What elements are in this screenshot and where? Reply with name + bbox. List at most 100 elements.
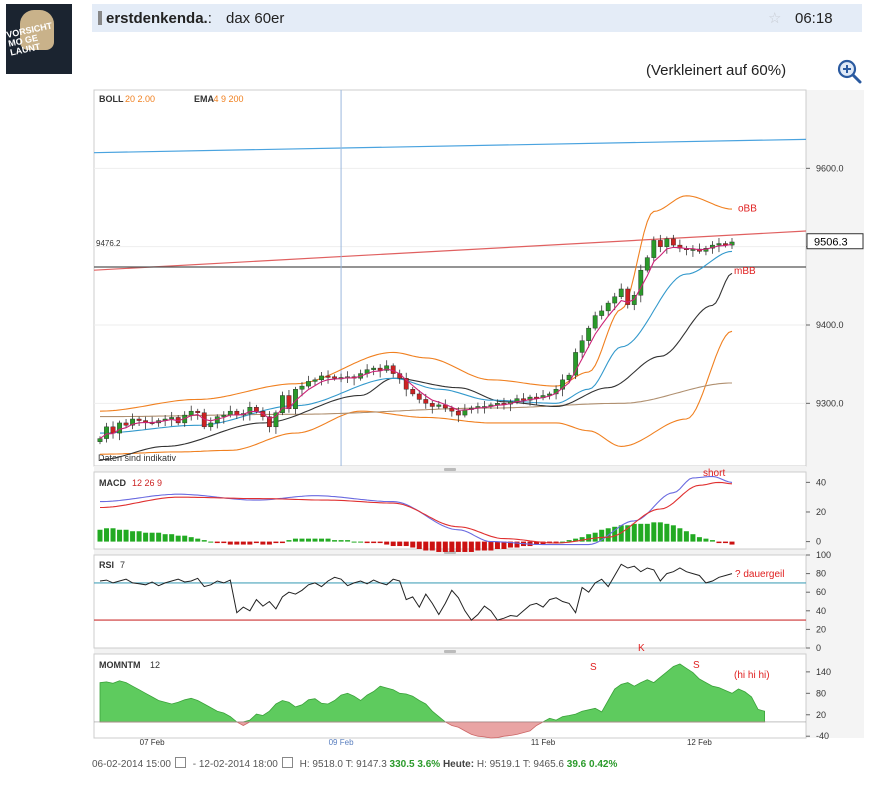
macd-histogram-bar	[299, 538, 305, 542]
stat-today-pct: 0.42%	[589, 759, 618, 770]
annotation-short: short	[703, 468, 725, 479]
macd-histogram-bar	[599, 529, 605, 542]
legend-name: RSI	[99, 560, 114, 570]
macd-histogram-bar	[325, 538, 331, 542]
star-icon[interactable]: ☆	[768, 10, 782, 27]
macd-histogram-bar	[664, 523, 670, 542]
header-marker	[98, 11, 102, 25]
annotation-momentum: (hi hi hi)	[734, 670, 770, 681]
stat-low: T: 9147.3	[345, 759, 387, 770]
candle-body	[384, 365, 390, 371]
candle-body	[136, 418, 142, 421]
macd-histogram-bar	[214, 541, 220, 544]
macd-histogram-bar	[592, 532, 598, 542]
macd-histogram-bar	[534, 541, 540, 545]
macd-histogram-bar	[377, 541, 383, 544]
macd-histogram-bar	[117, 529, 123, 542]
candle-body	[527, 396, 533, 401]
stat-today-label: Heute:	[442, 759, 475, 770]
candle-body	[423, 399, 429, 404]
candle-body	[267, 416, 272, 428]
indicative-note: Daten sind indikativ	[98, 453, 177, 463]
calendar-icon[interactable]	[281, 757, 293, 768]
macd-histogram-bar	[586, 534, 592, 542]
y-tick-label: 20	[816, 624, 826, 634]
y-axis-strip	[806, 90, 864, 738]
annotation-momentum: S	[590, 662, 597, 673]
calendar-icon[interactable]	[174, 757, 186, 768]
candle-body	[449, 407, 455, 412]
candle-body	[455, 410, 461, 416]
date-to[interactable]: 12-02-2014 18:00	[198, 759, 278, 770]
annotation-momentum: K	[638, 643, 645, 654]
y-tick-label: 80	[816, 688, 826, 698]
y-tick-label: 9300.0	[816, 398, 844, 408]
post-header: erstdenkenda.: dax 60er ☆ 06:18	[92, 4, 862, 32]
macd-histogram-bar	[566, 540, 572, 542]
macd-histogram-bar	[651, 522, 657, 542]
macd-histogram-bar	[201, 540, 207, 542]
macd-histogram-bar	[286, 540, 292, 542]
macd-histogram-bar	[573, 538, 579, 542]
macd-histogram-bar	[507, 541, 513, 548]
macd-histogram-bar	[136, 531, 142, 542]
candle-body	[280, 395, 285, 413]
candle-body	[247, 407, 253, 414]
candle-body	[618, 288, 624, 298]
macd-histogram-bar	[475, 541, 481, 551]
macd-histogram-bar	[416, 541, 422, 549]
candle-body	[221, 414, 227, 417]
macd-histogram-bar	[683, 531, 689, 542]
stat-change-pct: 3.6%	[417, 759, 441, 770]
macd-histogram-bar	[292, 538, 298, 542]
username-link[interactable]: erstdenkenda.:	[106, 10, 212, 27]
macd-histogram-bar	[162, 534, 168, 542]
macd-histogram-bar	[273, 541, 279, 544]
macd-histogram-bar	[247, 541, 253, 545]
candle-body	[560, 379, 565, 390]
user-avatar[interactable]: VORSICHT MO GE LAUNT	[6, 4, 72, 74]
candle-body	[416, 393, 422, 400]
candle-body	[97, 438, 103, 442]
candle-body	[208, 422, 214, 428]
macd-histogram-bar	[397, 541, 403, 547]
macd-histogram-bar	[175, 535, 181, 542]
shrink-note: (Verkleinert auf 60%)	[646, 62, 787, 79]
macd-histogram-bar	[227, 541, 233, 545]
legend-name: BOLL	[99, 94, 124, 104]
macd-histogram-bar	[123, 529, 129, 542]
macd-histogram-bar	[195, 538, 201, 542]
annotation-mbb: mBB	[734, 266, 756, 277]
macd-histogram-bar	[279, 541, 285, 544]
candle-body	[195, 410, 201, 413]
candle-body	[599, 310, 605, 316]
macd-histogram-bar	[410, 541, 416, 548]
y-tick-label: 40	[816, 477, 826, 487]
date-from[interactable]: 06-02-2014 15:00	[92, 759, 171, 770]
trendline-red	[93, 230, 807, 271]
divider-handle	[444, 468, 456, 471]
macd-histogram-bar	[722, 541, 728, 544]
macd-histogram-bar	[442, 541, 448, 552]
candle-body	[312, 379, 318, 382]
macd-histogram-bar	[481, 541, 487, 551]
macd-histogram-bar	[547, 541, 553, 544]
zoom-in-icon[interactable]	[836, 58, 862, 84]
candle-body	[273, 412, 279, 428]
annotation-obb: oBB	[738, 204, 757, 215]
candle-body	[188, 410, 194, 416]
rsi-line	[99, 563, 733, 621]
macd-histogram-bar	[631, 523, 637, 542]
candle-body	[319, 375, 324, 381]
macd-histogram-bar	[319, 538, 325, 542]
momentum-positive-area	[99, 663, 766, 723]
macd-histogram-bar	[644, 523, 650, 542]
macd-histogram-bar	[305, 538, 311, 542]
candle-body	[573, 352, 579, 376]
macd-histogram-bar	[110, 528, 116, 542]
post-title: dax 60er	[226, 10, 285, 27]
macd-histogram-bar	[403, 541, 409, 547]
x-tick-label: 09 Feb	[329, 738, 354, 747]
x-tick-label: 11 Feb	[531, 738, 556, 747]
